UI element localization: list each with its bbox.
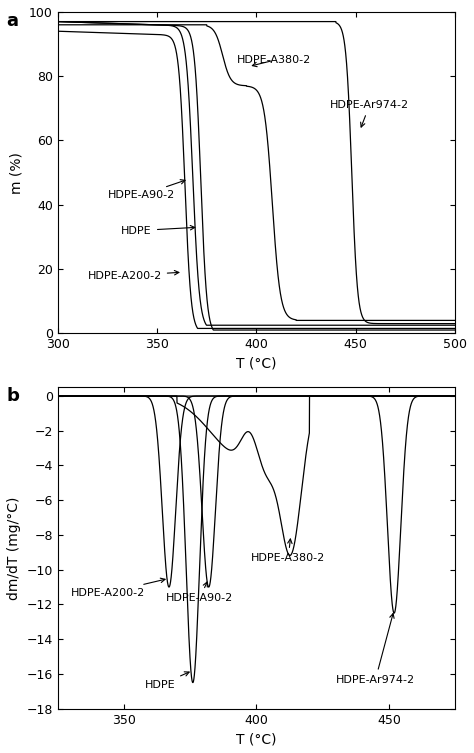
Text: b: b [6,387,19,405]
Text: HDPE-A90-2: HDPE-A90-2 [166,582,234,603]
Text: HDPE-A200-2: HDPE-A200-2 [88,270,179,281]
Text: HDPE-Ar974-2: HDPE-Ar974-2 [336,614,415,684]
Y-axis label: dm/dT (mg/°C): dm/dT (mg/°C) [7,496,21,599]
Text: HDPE-Ar974-2: HDPE-Ar974-2 [330,100,409,127]
Y-axis label: m (%): m (%) [9,151,23,194]
Text: HDPE: HDPE [121,225,195,236]
Text: HDPE-A90-2: HDPE-A90-2 [108,180,185,200]
Text: HDPE-A380-2: HDPE-A380-2 [251,539,325,563]
X-axis label: T (°C): T (°C) [236,732,277,746]
Text: HDPE-A380-2: HDPE-A380-2 [237,56,311,67]
X-axis label: T (°C): T (°C) [236,357,277,370]
Text: HDPE-A200-2: HDPE-A200-2 [71,578,165,598]
Text: a: a [6,12,18,30]
Text: HDPE: HDPE [145,672,189,690]
